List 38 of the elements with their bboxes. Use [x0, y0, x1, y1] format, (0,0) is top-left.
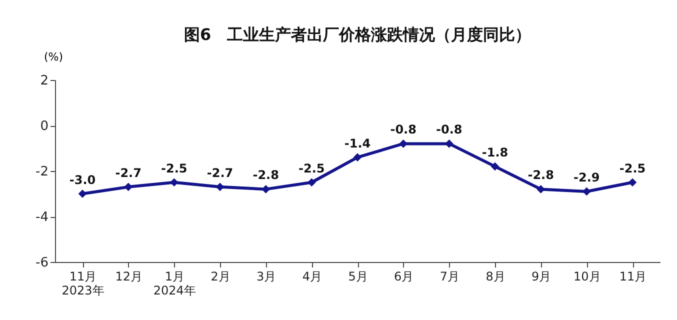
x-tick-label: 2月 [210, 270, 230, 284]
data-label: -2.8 [528, 168, 554, 182]
point [628, 178, 637, 187]
y-tick-label: -6 [36, 256, 48, 270]
y-tick-label: -4 [36, 210, 48, 225]
point [78, 190, 87, 198]
y-tick-label: 0 [40, 119, 48, 134]
data-label: -2.7 [115, 166, 142, 180]
x-tick-label: 7月 [440, 270, 460, 284]
point [490, 162, 500, 171]
y-tick-label: -2 [36, 164, 48, 180]
x-tick-label: 12月 [115, 270, 142, 284]
x-tick-label: 1月 2024年 [153, 270, 196, 298]
x-tick-label: 8月 [486, 270, 506, 284]
y-axis-title: (%) [44, 50, 64, 64]
data-label: -2.5 [161, 161, 188, 176]
point [353, 153, 362, 162]
point [307, 178, 316, 187]
data-label: -2.8 [252, 168, 279, 182]
x-tick-label: 9月 [532, 270, 552, 284]
x-tick-label: 11月 2023年 [62, 270, 104, 298]
data-label: -3.0 [69, 172, 96, 187]
data-label: -1.8 [482, 145, 508, 160]
data-label: -0.8 [390, 122, 416, 137]
x-tick-label: 5月 [348, 270, 368, 284]
chart-title: 图6 工业生产者出厂价格涨跌情况（月度同比） [184, 25, 532, 44]
data-label: -2.5 [619, 161, 646, 176]
data-label: -0.8 [436, 122, 462, 137]
x-tick-label: 3月 [256, 270, 276, 284]
data-label: -1.4 [344, 136, 371, 150]
data-label: -2.9 [574, 170, 600, 184]
x-tick-label: 11月 [619, 270, 647, 284]
x-tick-label: 4月 [302, 270, 322, 284]
x-tick-label: 6月 [394, 270, 414, 284]
x-tick-label: 10月 [574, 270, 601, 284]
data-label: -2.7 [206, 166, 234, 180]
y-tick-label: 2 [40, 74, 48, 88]
data-label: -2.5 [298, 161, 325, 176]
